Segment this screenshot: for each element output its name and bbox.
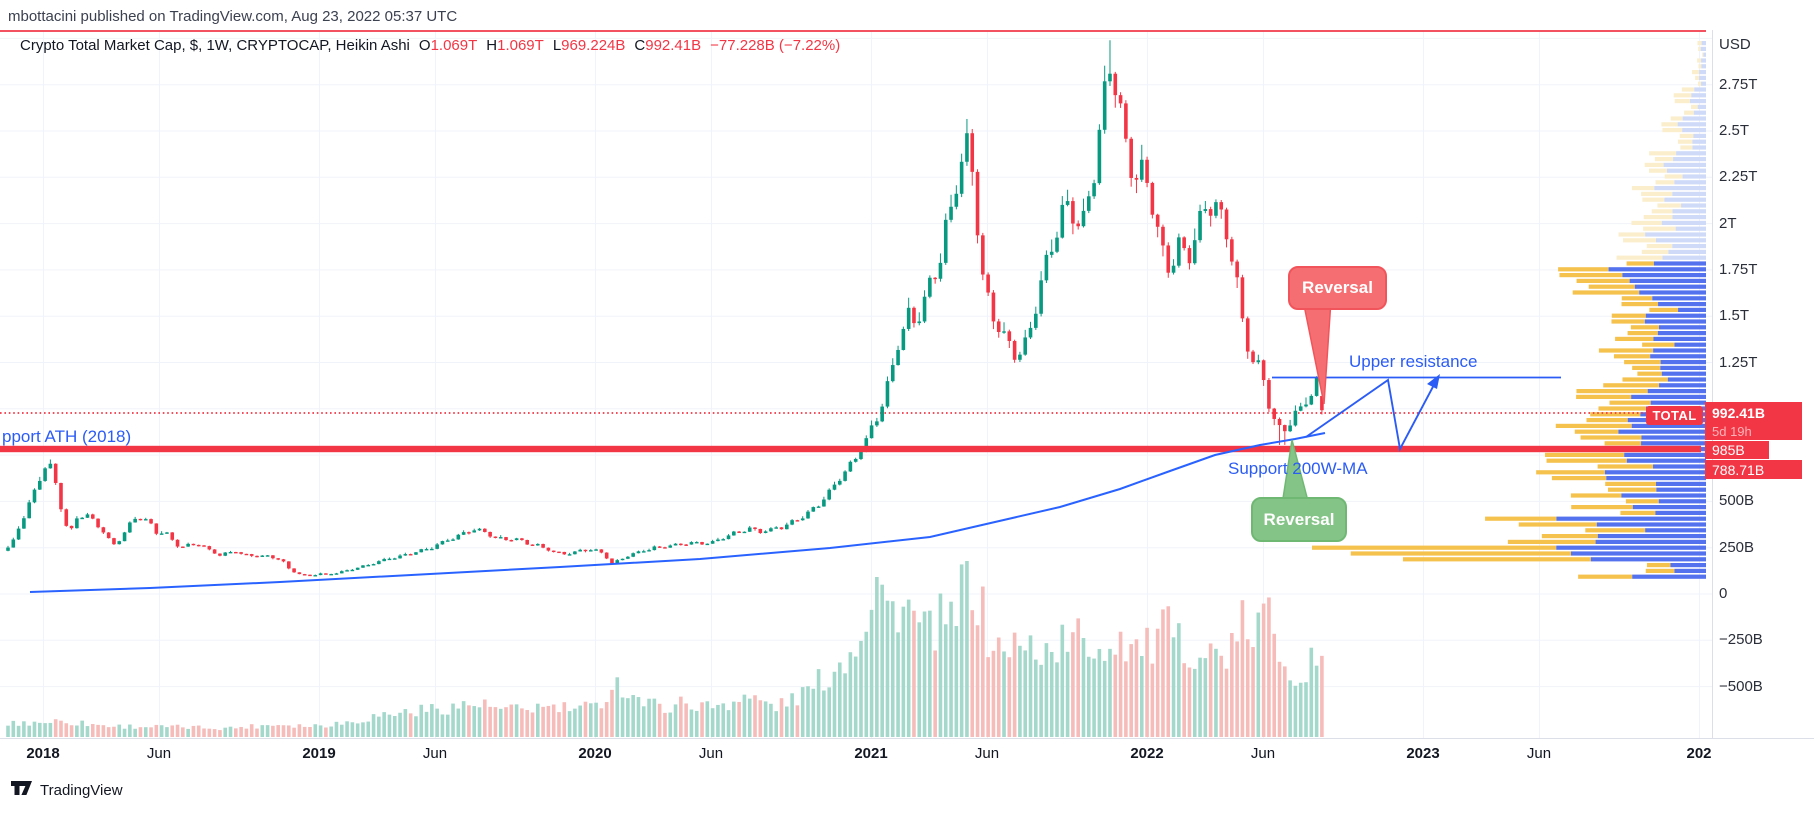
time-tick-label: 202	[1686, 745, 1712, 762]
time-tick-label: Jun	[698, 745, 724, 762]
alert-level-label: 985B	[1705, 441, 1769, 459]
upper-resistance-label[interactable]: Upper resistance	[1349, 352, 1478, 371]
ohlc-low: L969.224B	[552, 37, 626, 54]
chart-legend[interactable]: Crypto Total Market Cap, $, 1W, CRYPTOCA…	[20, 37, 840, 54]
total-symbol-badge: TOTAL	[1646, 406, 1703, 425]
reversal-balloon-top[interactable]: Reversal	[1288, 266, 1387, 310]
price-tick-label: 2.5T	[1719, 122, 1750, 139]
brand-name: TradingView	[40, 782, 123, 799]
ohlc-open: O1.069T	[418, 37, 478, 54]
symbol-title[interactable]: Crypto Total Market Cap, $, 1W, CRYPTOCA…	[20, 37, 410, 54]
time-tick-label: Jun	[422, 745, 448, 762]
time-tick-label: Jun	[1250, 745, 1276, 762]
current-price-label: 992.41B	[1705, 402, 1802, 423]
support-ath-2018-label[interactable]: pport ATH (2018)	[2, 427, 132, 446]
support-200w-ma-label[interactable]: Support 200W-MA	[1228, 459, 1368, 478]
footer-brand[interactable]: TradingView	[10, 780, 123, 801]
price-tick-label: 2T	[1719, 214, 1737, 232]
price-tick-label: −250B	[1719, 631, 1763, 649]
ohlc-close: C992.41B	[634, 37, 702, 54]
published-header: mbottacini published on TradingView.com,…	[8, 8, 458, 25]
price-tick-label: 0	[1719, 585, 1728, 602]
price-tick-label: 2.75T	[1719, 75, 1758, 93]
time-tick-label: 2019	[302, 745, 336, 762]
price-tick-label: 500B	[1719, 492, 1755, 510]
price-tick-label: −500B	[1719, 677, 1763, 695]
tradingview-logo-icon	[10, 780, 33, 801]
change-value: −77.228B (−7.22%)	[710, 37, 841, 54]
currency-label: USD	[1719, 36, 1751, 53]
reversal-balloon-bottom[interactable]: Reversal	[1251, 497, 1347, 542]
price-tick-label: 1.5T	[1719, 307, 1750, 325]
price-tick-label: 1.25T	[1719, 353, 1758, 371]
time-tick-label: Jun	[1526, 745, 1552, 762]
time-tick-label: 2018	[26, 745, 60, 762]
price-tick-label: 250B	[1719, 538, 1755, 556]
time-tick-label: 2021	[854, 745, 888, 762]
time-tick-label: 2023	[1406, 745, 1440, 762]
price-tick-label: 2.25T	[1719, 168, 1758, 186]
ohlc-high: H1.069T	[486, 37, 544, 54]
time-tick-label: 2020	[578, 745, 612, 762]
time-tick-label: Jun	[146, 745, 172, 762]
time-tick-label: Jun	[974, 745, 1000, 762]
support-level-label: 788.71B	[1705, 460, 1802, 479]
time-tick-label: 2022	[1130, 745, 1164, 762]
bar-countdown-label: 5d 19h	[1705, 423, 1802, 440]
price-tick-label: 1.75T	[1719, 260, 1758, 278]
